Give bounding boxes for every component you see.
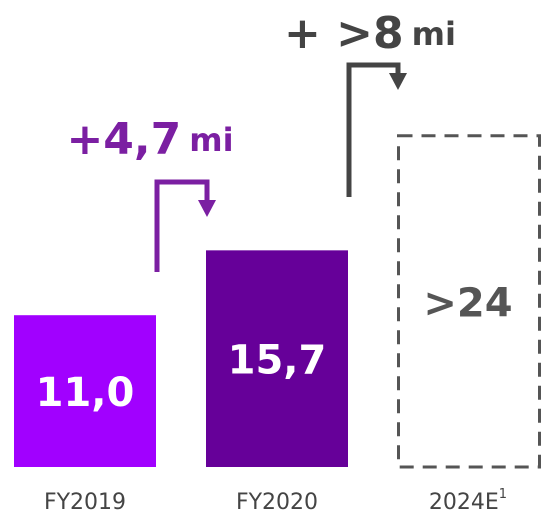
category: FY2019 — [44, 490, 126, 515]
superscript: 1 — [499, 487, 507, 502]
annotation-unit: mi — [412, 15, 456, 53]
value-label: 11,0 — [36, 370, 135, 416]
arrowhead — [389, 73, 407, 90]
arrowhead — [198, 200, 216, 217]
x-tick-label: FY2020 — [236, 490, 318, 515]
bar — [397, 134, 541, 469]
category: FY2020 — [236, 490, 318, 515]
annotation: + >8 mi — [284, 8, 456, 59]
x-tick-label: 2024E1 — [429, 487, 507, 516]
arrow — [346, 62, 401, 197]
annotation-text: + >8 — [284, 8, 404, 59]
bar — [14, 315, 156, 467]
annotation-text: +4,7 — [66, 114, 181, 165]
arrow — [154, 179, 210, 272]
arrows — [154, 62, 407, 272]
x-tick-label: FY2019 — [44, 490, 126, 515]
value-label: >24 — [423, 280, 512, 326]
category: 2024E — [429, 490, 499, 515]
annotation: +4,7 mi — [66, 114, 233, 165]
value-label: 15,7 — [228, 338, 327, 384]
annotation-unit: mi — [189, 121, 233, 159]
bar — [206, 250, 348, 467]
